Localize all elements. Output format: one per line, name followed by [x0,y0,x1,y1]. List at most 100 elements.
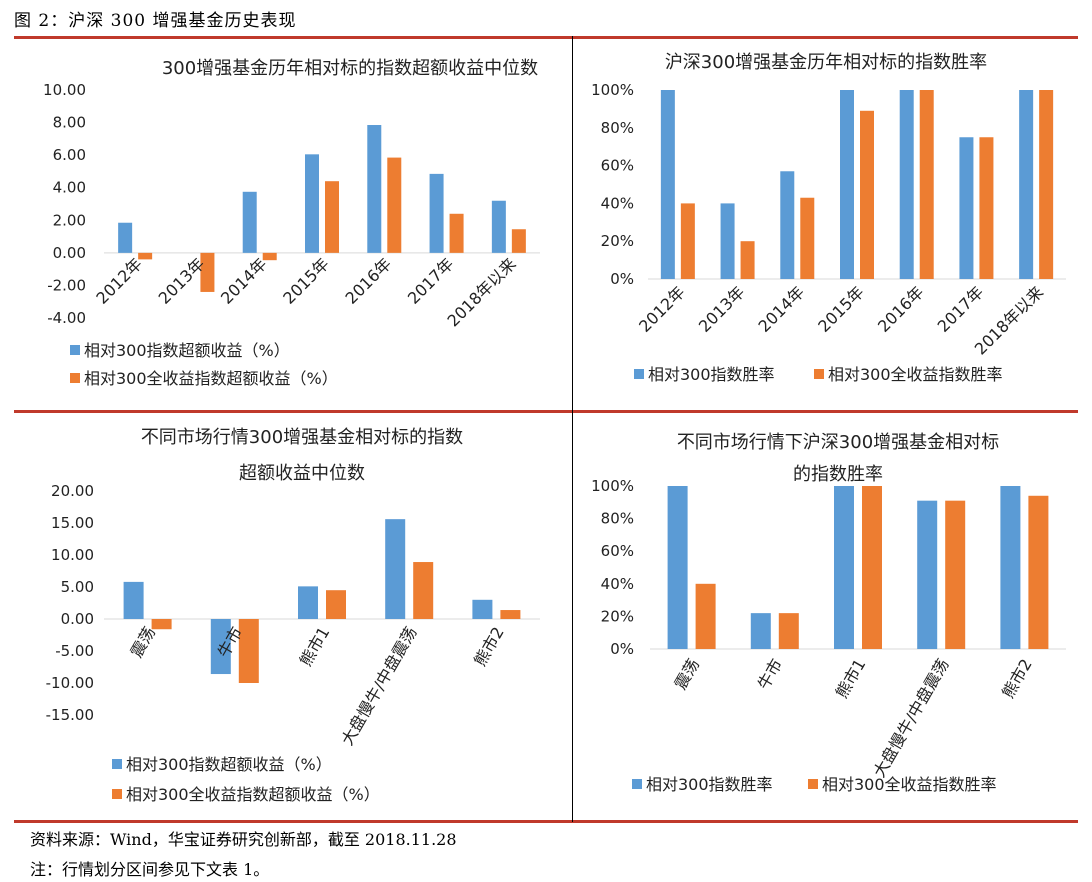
top-rule [14,36,1078,39]
bar-series-1 [123,581,144,619]
bar-series-2 [695,583,716,649]
y-tick-label: 100% [591,81,634,99]
bar-series-1 [385,519,406,619]
y-tick-label: -15.00 [46,706,94,724]
bar-series-1 [298,586,318,619]
y-tick-label: 80% [601,119,634,137]
legend-label: 相对300全收益指数胜率 [822,775,997,794]
legend-label: 相对300指数胜率 [648,365,775,384]
bar-series-2 [860,110,874,279]
y-tick-label: 60% [601,542,634,560]
bar-series-2 [449,213,464,253]
chart-title-line: 300增强基金历年相对标的指数超额收益中位数 [162,58,538,79]
x-category-label: 2013年 [695,282,749,336]
bar-series-2 [862,486,882,649]
y-tick-label: -10.00 [46,674,94,692]
bar-series-2 [919,90,934,279]
chart-title-line: 的指数胜率 [793,464,883,485]
bar-series-1 [834,486,854,649]
chart-title-line: 不同市场行情下沪深300增强基金相对标 [677,432,999,453]
x-category-label: 2015年 [279,254,333,308]
bar-series-1 [959,137,974,279]
legend-swatch [112,789,122,799]
bar-series-2 [680,203,695,279]
y-tick-label: 0.00 [61,610,94,628]
legend-swatch [112,759,122,769]
legend-label: 相对300全收益指数超额收益（%） [126,785,380,804]
legend-swatch [70,345,80,355]
bar-series-1 [917,500,938,649]
y-tick-label: -5.00 [55,642,94,660]
bar-series-2 [262,252,277,261]
bar-series-1 [210,619,231,675]
bar-series-1 [472,599,493,619]
bar-series-1 [118,222,133,253]
y-tick-label: 60% [601,157,634,175]
bar-series-2 [387,157,402,253]
x-category-label: 熊市1 [832,656,870,702]
legend-label: 相对300全收益指数胜率 [828,365,1003,384]
bar-series-1 [242,191,257,253]
x-category-label: 2016年 [874,282,928,336]
bar-series-2 [1028,495,1049,649]
x-category-label: 熊市2 [470,624,508,670]
bar-series-1 [840,90,854,279]
bar-series-2 [413,562,434,619]
bar-series-1 [720,203,735,279]
legend-swatch [632,779,642,789]
x-category-label: 2012年 [92,254,146,308]
legend-label: 相对300指数胜率 [646,775,773,794]
bar-series-1 [899,90,914,279]
y-tick-label: 10.00 [51,546,94,564]
y-tick-label: 20% [601,232,634,250]
y-tick-label: 8.00 [53,114,86,132]
y-tick-label: 20% [601,607,634,625]
bar-series-2 [740,241,755,279]
footnote: 注：行情划分区间参见下文表 1。 [30,860,270,879]
legend-label: 相对300指数超额收益（%） [126,755,332,774]
x-category-label: 2017年 [404,254,458,308]
y-tick-label: 2.00 [53,211,86,229]
bottom-rule [14,820,1078,823]
y-tick-label: 4.00 [53,179,86,197]
chart-1: 沪深300增强基金历年相对标的指数胜率100%80%60%40%20%0%201… [591,52,1066,384]
x-category-label: 2012年 [635,282,689,336]
source-note: 资料来源：Wind，华宝证券研究创新部，截至 2018.11.28 [30,830,457,849]
bar-series-1 [660,90,675,279]
bar-series-2 [200,252,215,292]
legend-label: 相对300全收益指数超额收益（%） [84,369,338,388]
bar-series-1 [780,171,795,279]
figure-title: 图 2：沪深 300 增强基金历史表现 [14,11,297,31]
bar-series-1 [305,154,319,253]
x-category-label: 牛市 [754,656,786,693]
bar-series-2 [325,181,339,253]
bar-series-1 [491,200,506,253]
x-category-label: 2013年 [155,254,209,308]
legend-label: 相对300指数超额收益（%） [84,341,290,360]
bar-series-1 [429,173,444,253]
bar-series-2 [151,619,172,630]
chart-title-line: 超额收益中位数 [239,463,365,484]
middle-rule [14,410,1078,413]
x-category-label: 熊市2 [998,656,1036,702]
x-category-label: 熊市1 [296,624,334,670]
bar-series-2 [800,197,815,279]
bar-series-1 [367,125,382,253]
bar-series-2 [945,500,966,649]
bar-series-2 [979,137,994,279]
x-category-label: 大盘慢牛/中盘震荡 [338,624,421,749]
bar-series-2 [1039,90,1054,279]
bar-series-1 [750,613,771,649]
y-tick-label: 40% [601,194,634,212]
x-category-label: 大盘慢牛/中盘震荡 [870,655,953,780]
y-tick-label: 100% [591,477,634,495]
y-tick-label: 5.00 [61,578,94,596]
bar-series-2 [326,590,346,619]
legend-swatch [808,779,818,789]
y-tick-label: 40% [601,575,634,593]
x-category-label: 震荡 [671,656,703,693]
y-tick-label: 0.00 [53,244,86,262]
bar-series-2 [238,619,259,683]
